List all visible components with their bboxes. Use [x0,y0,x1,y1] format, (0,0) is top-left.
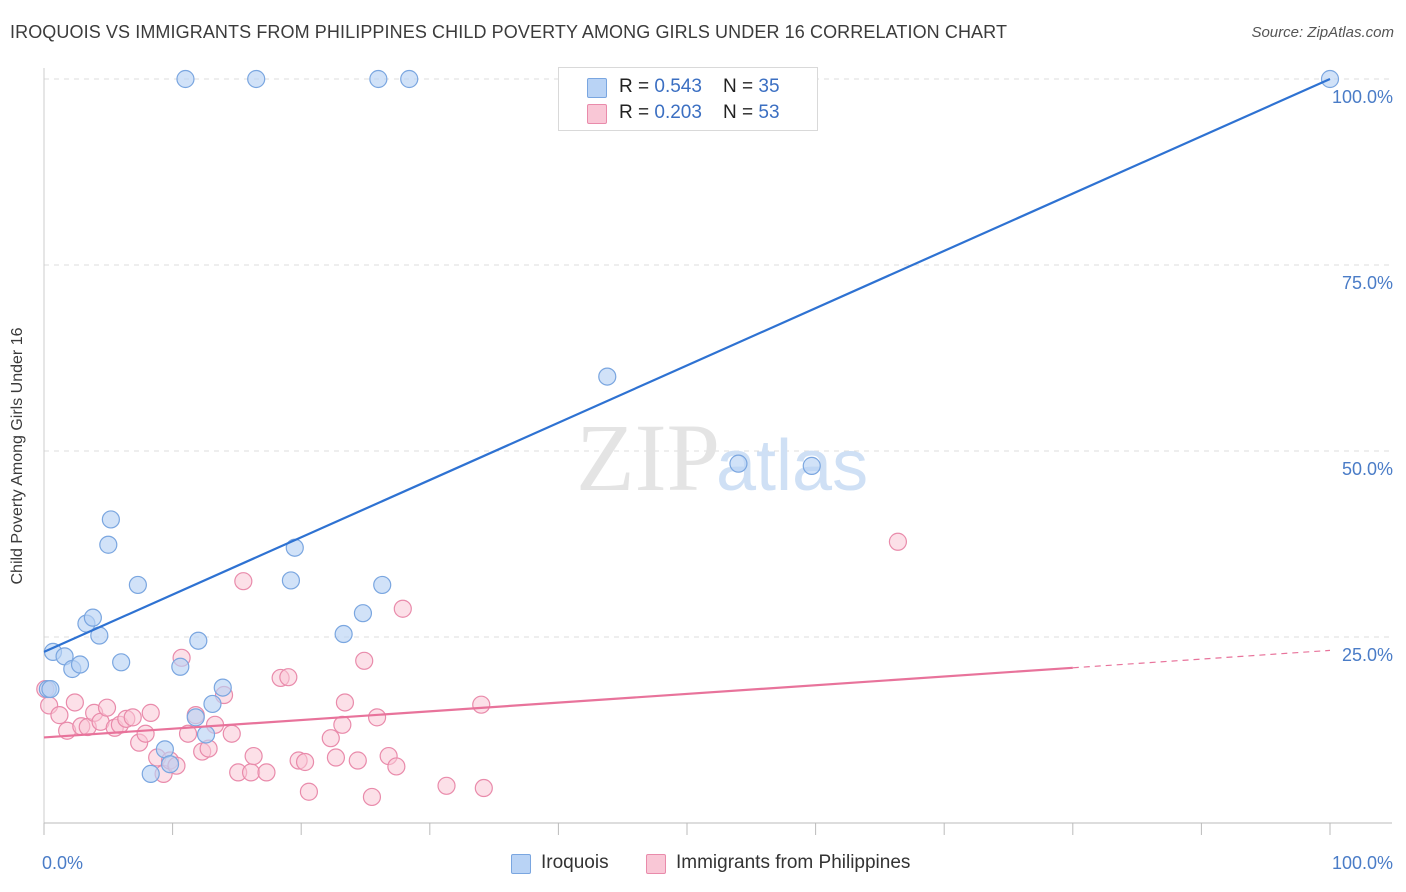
y-tick-label: 50.0% [1342,459,1393,479]
philippines-point [299,782,319,801]
philippines-point [97,698,117,717]
philippines-point [355,651,374,670]
iroquois-point [213,678,232,697]
iroquois-point [203,694,222,714]
iroquois-point [70,655,90,674]
gridlines [44,78,1392,638]
iroquois-point [99,535,118,554]
iroquois-swatch [587,78,607,98]
iroquois-point [281,571,301,590]
iroquois-point [400,69,419,89]
philippines-trend-line [43,666,1073,739]
r-label: R = [619,102,655,123]
trend-lines [43,77,1331,739]
iroquois-point [41,679,60,699]
iroquois-point [369,69,388,89]
iroquois-point [112,653,131,672]
philippines-trend-extension [1072,649,1331,669]
iroquois-points [38,69,1340,783]
iroquois-point [128,575,147,595]
watermark-zip: ZIP [576,404,720,511]
legend-text-iroquois: R = 0.543 N = 35 [619,76,780,98]
legend-text-philippines: R = 0.203 N = 53 [619,102,780,124]
philippines-point [387,757,406,776]
philippines-point [123,708,142,727]
iroquois-point [353,604,373,623]
philippines-point [321,729,340,748]
iroquois-point [334,624,353,644]
legend-label-iroquois: Iroquois [541,852,609,873]
y-tick-label: 100.0% [1332,87,1393,107]
philippines-point [362,787,382,807]
philippines-point [222,724,241,743]
philippines-point [472,695,491,714]
iroquois-point [729,454,748,473]
philippines-point [234,572,253,591]
philippines-point [279,668,298,687]
series-legend: Iroquois Immigrants from Philippines [0,852,1406,878]
iroquois-point [598,367,617,386]
philippines-point [141,703,160,722]
r-value: 0.203 [654,102,702,123]
philippines-point [348,751,367,770]
x-tick-label-min: 0.0% [42,853,83,873]
philippines-point [244,746,263,766]
philippines-point [335,693,355,712]
philippines-point [241,763,261,782]
legend-label-philippines: Immigrants from Philippines [676,852,911,873]
philippines-swatch [587,104,607,124]
philippines-point [326,748,346,767]
philippines-legend-swatch [646,854,666,874]
philippines-point [474,778,493,798]
iroquois-legend-swatch [511,854,531,874]
r-value: 0.543 [654,76,702,97]
source-label: Source: ZipAtlas.com [1251,24,1394,41]
n-value: 53 [758,102,780,123]
philippines-point [888,532,908,551]
iroquois-point [802,456,821,475]
iroquois-trend-line [43,77,1331,653]
philippines-point [367,708,387,727]
n-label: N = [723,102,759,123]
philippines-point [257,763,276,782]
philippines-point [393,599,412,618]
iroquois-point [171,657,190,676]
philippines-point [333,715,352,734]
iroquois-point [101,510,120,529]
r-label: R = [619,76,655,97]
iroquois-point [186,708,205,727]
iroquois-point [176,69,195,89]
philippines-point [50,706,69,725]
x-tick-label-max: 100.0% [1332,853,1393,873]
correlation-legend: R = 0.543 N = 35 R = 0.203 N = 53 [558,67,818,131]
iroquois-point [196,725,216,744]
n-value: 35 [758,76,780,97]
iroquois-point [141,764,160,783]
philippines-point [65,693,84,712]
philippines-point [178,724,198,743]
philippines-point [295,752,315,772]
iroquois-point [160,755,180,774]
y-tick-label: 75.0% [1342,273,1393,293]
iroquois-point [83,608,102,627]
y-tick-label: 25.0% [1342,645,1393,665]
iroquois-point [189,631,208,650]
philippines-point [136,724,155,743]
n-label: N = [723,76,759,97]
tick-labels: 25.0% 50.0% 75.0% 100.0% 0.0% 100.0% [42,87,1393,873]
philippines-point [437,776,456,795]
iroquois-point [373,575,392,595]
chart-title: IROQUOIS VS IMMIGRANTS FROM PHILIPPINES … [10,22,1008,42]
iroquois-point [247,69,266,89]
